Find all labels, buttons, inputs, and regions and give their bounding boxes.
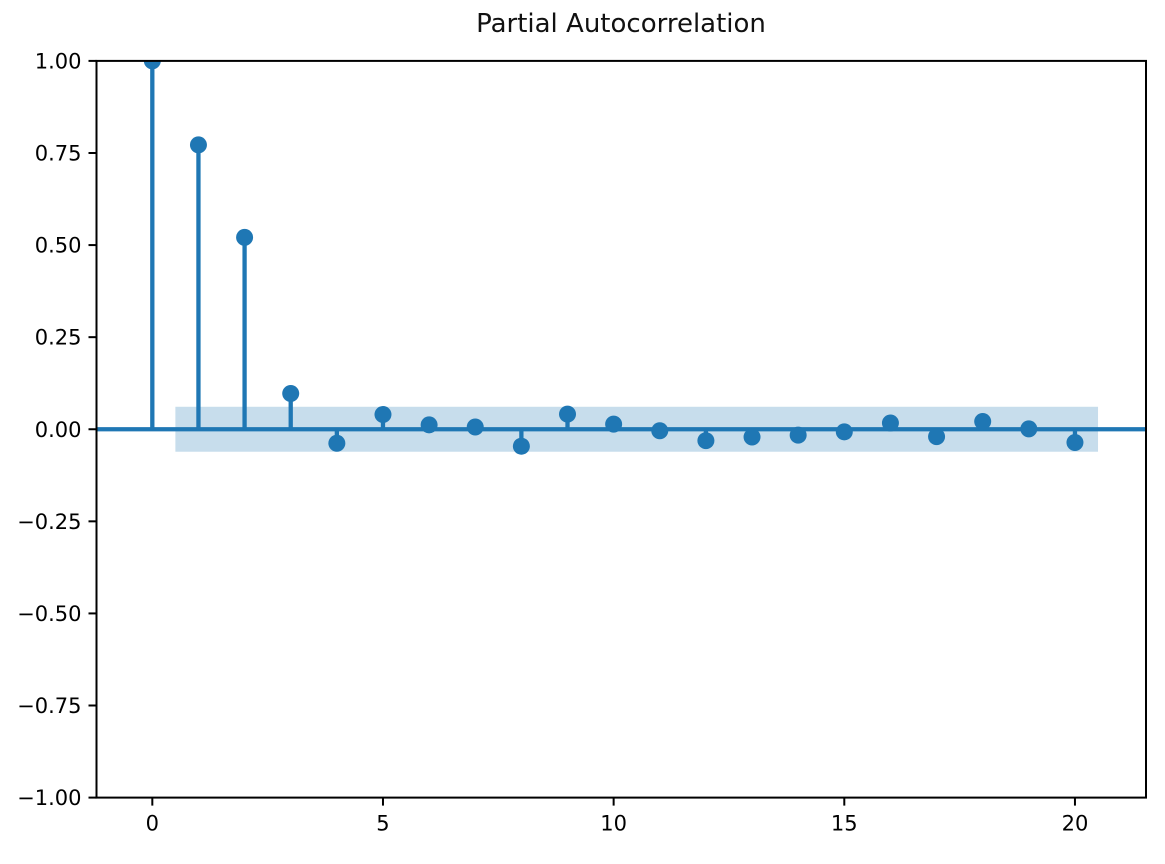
stem-marker-lag-13 <box>743 428 761 446</box>
stem-marker-lag-9 <box>559 405 577 423</box>
stem-marker-lag-19 <box>1020 420 1038 438</box>
y-tick-label: −0.75 <box>17 694 81 718</box>
stem-marker-lag-2 <box>236 228 254 246</box>
stem-marker-lag-7 <box>466 418 484 436</box>
x-tick-label: 0 <box>146 812 159 836</box>
stem-marker-lag-3 <box>282 385 300 403</box>
x-tick-label: 15 <box>831 812 858 836</box>
stem-marker-lag-4 <box>328 434 346 452</box>
x-tick-label: 10 <box>600 812 627 836</box>
y-tick-label: 0.25 <box>35 326 82 350</box>
stem-marker-lag-11 <box>651 422 669 440</box>
chart-title: Partial Autocorrelation <box>476 9 766 39</box>
stem-marker-lag-12 <box>697 432 715 450</box>
y-tick-label: 1.00 <box>35 49 82 73</box>
y-tick-label: 0.50 <box>35 234 82 258</box>
stem-marker-lag-16 <box>881 414 899 432</box>
x-tick-label: 20 <box>1062 812 1089 836</box>
stem-marker-lag-6 <box>420 416 438 434</box>
stem-marker-lag-1 <box>189 136 207 154</box>
y-tick-label: −1.00 <box>17 786 81 810</box>
stem-marker-lag-14 <box>789 426 807 444</box>
y-tick-label: 0.00 <box>35 418 82 442</box>
x-tick-label: 5 <box>376 812 389 836</box>
stem-marker-lag-8 <box>512 437 530 455</box>
stem-marker-lag-15 <box>835 423 853 441</box>
stem-marker-lag-10 <box>605 415 623 433</box>
stem-marker-lag-5 <box>374 406 392 424</box>
y-tick-label: 0.75 <box>35 141 82 165</box>
y-tick-label: −0.25 <box>17 510 81 534</box>
stem-marker-lag-0 <box>143 60 161 70</box>
stem-marker-lag-17 <box>928 428 946 446</box>
stem-marker-lag-20 <box>1066 434 1084 452</box>
y-tick-label: −0.50 <box>17 602 81 626</box>
stem-marker-lag-18 <box>974 413 992 431</box>
